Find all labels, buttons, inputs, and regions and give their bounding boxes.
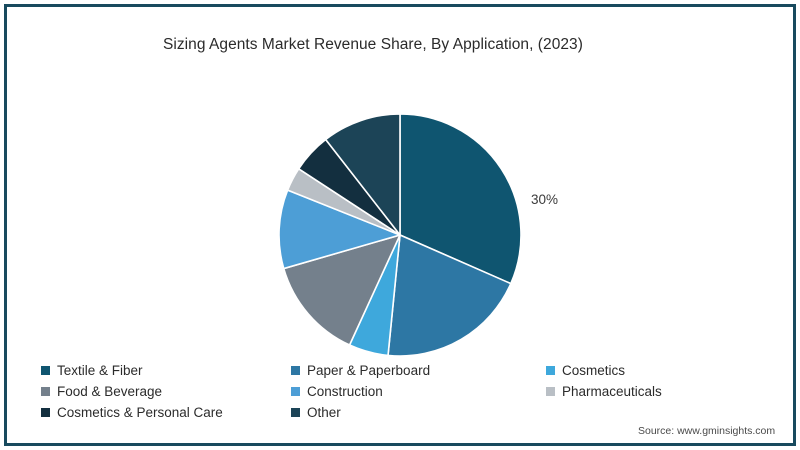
pie-chart: Textile & Fiber: 30%Paper & Paperboard: … [278,113,522,357]
pie-slice-group: Textile & Fiber: 30%Paper & Paperboard: … [278,113,522,357]
chart-legend: Textile & Fiber Paper & Paperboard Cosmeti… [41,360,741,423]
legend-swatch-icon-cosmetics [546,366,555,375]
legend-label: Textile & Fiber [57,362,143,378]
pie-data-label-textile-fiber: 30% [531,192,559,207]
legend-swatch-icon-construction [291,387,300,396]
pie-slice-food-beverage[interactable]: Food & Beverage: 13% [282,234,401,346]
legend-label: Cosmetics & Personal Care [57,404,223,420]
legend-swatch-icon-cosmetics-personal-care [41,408,50,417]
legend-item-cosmetics-personal-care[interactable]: Cosmetics & Personal Care [41,406,291,420]
legend-row: Textile & Fiber Paper & Paperboard Cosmeti… [41,360,741,381]
legend-swatch-icon-other [291,408,300,417]
page-title: Sizing Agents Market Revenue Share, By A… [163,36,583,53]
pie-slice-paper-paperboard[interactable]: Paper & Paperboard: 19% [387,234,512,357]
legend-label: Construction [307,383,383,399]
legend-item-cosmetics[interactable]: Cosmetics [546,364,741,378]
source-attribution: Source: www.gminsights.com [638,425,776,437]
pie-slice-other[interactable]: Other: 10% [324,113,401,236]
legend-item-pharmaceuticals[interactable]: Pharmaceuticals [546,385,741,399]
legend-item-construction[interactable]: Construction [291,385,546,399]
legend-label: Food & Beverage [57,383,163,399]
legend-label: Pharmaceuticals [562,383,662,399]
legend-item-textile-fiber[interactable]: Textile & Fiber [41,364,291,378]
legend-row: Cosmetics & Personal Care Other [41,402,741,423]
pie-slice-construction[interactable]: Construction: 10% [278,189,401,270]
legend-item-food-beverage[interactable]: Food & Beverage [41,385,291,399]
legend-label: Cosmetics [562,362,626,378]
legend-row: Food & Beverage Construction Pharmaceutica… [41,381,741,402]
legend-swatch-icon-paper-paperboard [291,366,300,375]
legend-swatch-icon-food-beverage [41,387,50,396]
legend-swatch-icon-pharmaceuticals [546,387,555,396]
pie-chart-svg: Textile & Fiber: 30%Paper & Paperboard: … [278,113,522,357]
legend-swatch-icon-textile-fiber [41,366,50,375]
pie-slice-textile-fiber[interactable]: Textile & Fiber: 30% [399,113,522,285]
legend-label: Paper & Paperboard [307,362,431,378]
legend-item-paper-paperboard[interactable]: Paper & Paperboard [291,364,546,378]
legend-label: Other [307,404,341,420]
legend-item-other[interactable]: Other [291,406,546,420]
